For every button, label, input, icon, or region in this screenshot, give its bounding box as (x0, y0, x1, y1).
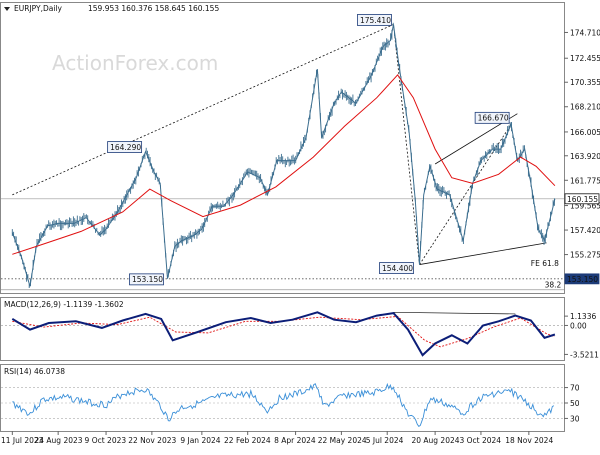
price-ytick-label: 170.355 (570, 78, 600, 87)
rsi-layer (12, 382, 555, 428)
macd-trendline (393, 311, 516, 315)
price-ytick-label: 168.210 (570, 103, 600, 112)
rsi-ytick-label: 50 (570, 399, 580, 408)
price-panel-frame (0, 2, 565, 294)
moving-average-line (12, 74, 556, 255)
grid-layer (1, 198, 564, 419)
ohlc-values: 159.953 160.376 158.645 160.155 (88, 4, 219, 13)
xtick-label: 24 Aug 2023 (35, 436, 83, 445)
price-ytick-label: 166.005 (570, 128, 600, 137)
rsi-panel-frame (0, 364, 565, 432)
last-price-tag (564, 193, 600, 205)
level-price-tag (564, 273, 600, 285)
trendline (419, 242, 547, 265)
macd-ytick-label: 0.00 (570, 321, 587, 330)
price-ytick-label: 172.455 (570, 54, 600, 63)
macd-panel-frame (0, 297, 565, 361)
xtick-label: 3 Oct 2024 (459, 436, 501, 445)
fib-label: FE 61.8 (531, 259, 559, 268)
price-callout-box (474, 111, 510, 124)
price-callout-box (379, 262, 414, 274)
xtick-label: 9 Jan 2024 (180, 436, 220, 445)
xtick-label: 11 Jul 2023 (1, 436, 44, 445)
price-ytick-label: 163.920 (570, 152, 600, 161)
price-callout-label: 164.290 (110, 143, 141, 152)
rsi-label: RSI(14) 46.0738 (4, 367, 65, 376)
xtick-label: 8 Apr 2024 (274, 436, 316, 445)
price-ytick-label: 157.420 (570, 226, 600, 235)
macd-line (11, 311, 556, 357)
symbol-menu-icon[interactable] (4, 7, 10, 11)
price-layer: 175.410 164.290 166.670 154.400 153.150 FE 61… (11, 14, 562, 290)
level-price-label: 153.150 (567, 275, 598, 284)
xtick-label: 18 Nov 2024 (505, 436, 553, 445)
axes-layer: 174.710 172.455 170.355 168.210 166.005 163.9… (1, 28, 600, 445)
rsi-ytick-label: 70 (570, 384, 580, 393)
trendline (393, 24, 420, 265)
price-ytick-label: 159.565 (570, 202, 600, 211)
price-callout-label: 154.400 (382, 264, 413, 273)
xtick-label: 9 Oct 2023 (85, 436, 127, 445)
macd-ytick-label: 1.1336 (570, 312, 596, 321)
price-ytick-label: 155.275 (570, 251, 600, 260)
price-callout-label: 153.150 (132, 275, 163, 284)
symbol-label: EURJPY,Daily (14, 4, 63, 13)
xtick-label: 20 Aug 2024 (411, 436, 459, 445)
trendline (12, 24, 394, 196)
xtick-label: 22 Feb 2024 (224, 436, 271, 445)
price-callout-box (129, 273, 164, 286)
xtick-label: 5 Jul 2024 (366, 436, 404, 445)
macd-ytick-label: -3.5211 (570, 350, 599, 359)
price-callout-label: 166.670 (478, 114, 509, 123)
xtick-label: 22 May 2024 (318, 436, 367, 445)
last-price-label: 160.155 (567, 195, 598, 204)
price-callout-box (107, 141, 143, 153)
watermark: ActionForex.com (52, 51, 218, 75)
macd-label: MACD(12,26,9) -1.1139 -1.3602 (4, 300, 124, 309)
price-ytick-label: 161.775 (570, 176, 600, 185)
fib-label: 38.2 (545, 281, 562, 290)
price-ytick-label: 174.710 (570, 28, 600, 37)
xtick-label: 22 Nov 2023 (128, 436, 176, 445)
macd-layer (11, 311, 556, 357)
price-callout-box (357, 14, 392, 26)
macd-signal-line (12, 315, 556, 348)
price-callout-label: 175.410 (360, 16, 391, 25)
rsi-line (12, 382, 555, 428)
rsi-ytick-label: 30 (570, 414, 580, 423)
